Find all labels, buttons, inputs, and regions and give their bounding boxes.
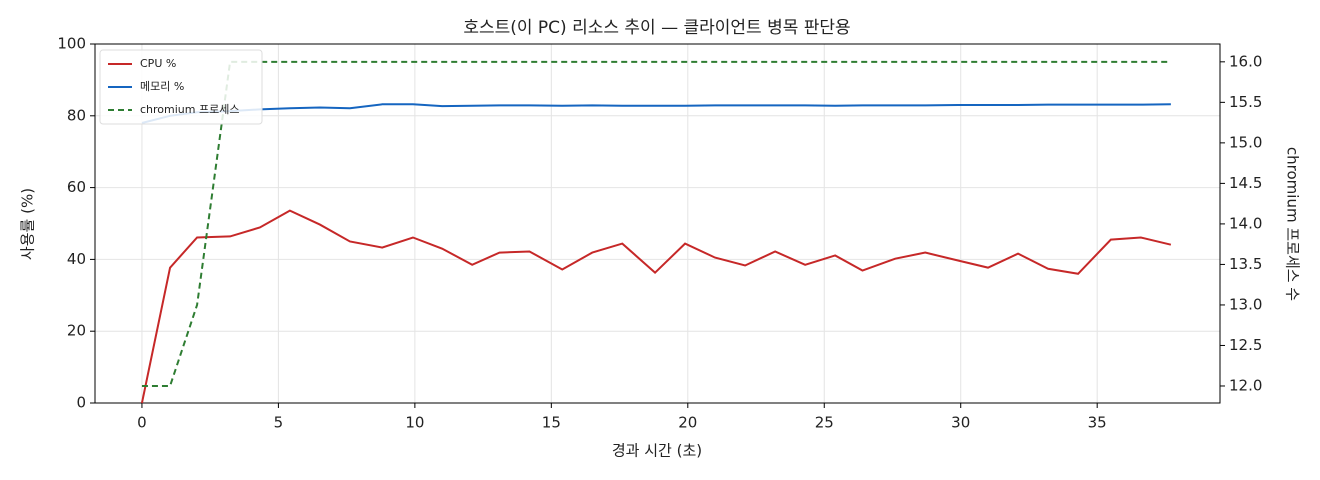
- y2-tick-label: 13.0: [1229, 295, 1262, 313]
- y2-tick-label: 12.0: [1229, 376, 1262, 394]
- x-tick-label: 10: [405, 414, 424, 432]
- plot-frame: [94, 43, 1221, 404]
- y-tick-label: 80: [67, 106, 86, 124]
- series-line: [140, 209, 1172, 404]
- y-tick-label: 40: [67, 250, 86, 268]
- x-tick-label: 5: [274, 414, 284, 432]
- series-line: [141, 103, 1171, 124]
- y-tick-label: 60: [67, 178, 86, 196]
- x-tick-label: 0: [137, 414, 147, 432]
- x-tick-label: 25: [815, 414, 834, 432]
- x-tick-label: 35: [1088, 414, 1107, 432]
- y2-tick-label: 15.0: [1229, 133, 1262, 151]
- y2-tick-label: 16.0: [1229, 52, 1262, 70]
- y-tick-label: 100: [57, 35, 86, 53]
- y2-tick-label: 12.5: [1229, 336, 1262, 354]
- y2-tick-label: 15.5: [1229, 93, 1262, 111]
- x-axis-label: 경과 시간 (초): [612, 442, 702, 460]
- y2-tick-label: 13.5: [1229, 255, 1262, 273]
- series-line: [141, 60, 1171, 387]
- y-axis-label: 사용률 (%): [19, 188, 37, 260]
- y2-axis-label: chromium 프로세스 수: [1284, 147, 1302, 301]
- y-tick-label: 20: [67, 322, 86, 340]
- legend-label: chromium 프로세스: [140, 103, 239, 116]
- y2-tick-label: 14.5: [1229, 174, 1262, 192]
- x-tick-label: 20: [678, 414, 697, 432]
- x-tick-label: 15: [542, 414, 561, 432]
- legend-label: CPU %: [140, 57, 176, 70]
- x-tick-label: 30: [951, 414, 970, 432]
- y-tick-label: 0: [76, 394, 86, 412]
- y2-tick-label: 14.0: [1229, 214, 1262, 232]
- chart-title: 호스트(이 PC) 리소스 추이 — 클라이언트 병목 판단용: [463, 18, 850, 38]
- legend-box: [99, 49, 263, 125]
- legend-label: 메모리 %: [140, 80, 184, 93]
